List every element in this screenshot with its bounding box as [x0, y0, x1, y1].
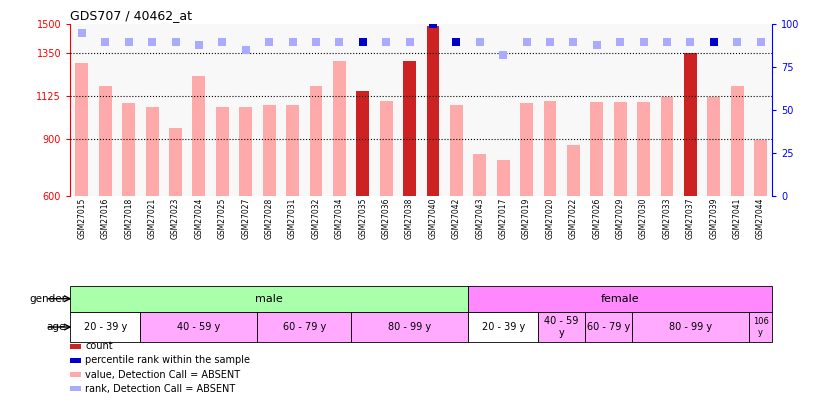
Point	[473, 38, 487, 45]
Bar	[684, 53, 697, 196]
Bar	[70, 372, 81, 377]
Bar	[240, 107, 252, 196]
Point	[684, 38, 697, 45]
Bar	[99, 86, 112, 196]
Point	[426, 21, 439, 28]
Bar	[468, 312, 539, 342]
Bar	[70, 344, 81, 349]
Point	[286, 38, 299, 45]
Text: rank, Detection Call = ABSENT: rank, Detection Call = ABSENT	[85, 384, 235, 394]
Bar	[192, 76, 206, 196]
Point	[122, 38, 135, 45]
Bar	[145, 107, 159, 196]
Point	[333, 38, 346, 45]
Point	[99, 38, 112, 45]
Point	[310, 38, 323, 45]
Bar	[567, 145, 580, 196]
Point	[496, 52, 510, 59]
Bar	[140, 312, 258, 342]
Bar	[468, 286, 772, 312]
Bar	[216, 107, 229, 196]
Bar	[258, 312, 351, 342]
Bar	[520, 103, 533, 196]
Bar	[754, 140, 767, 196]
Bar	[70, 386, 81, 391]
Bar	[450, 104, 463, 196]
Text: 80 - 99 y: 80 - 99 y	[669, 322, 712, 332]
Text: 80 - 99 y: 80 - 99 y	[388, 322, 431, 332]
Text: 60 - 79 y: 60 - 79 y	[282, 322, 326, 332]
Point	[192, 42, 206, 48]
Point	[754, 38, 767, 45]
Point	[75, 30, 88, 36]
Point	[145, 38, 159, 45]
Text: male: male	[255, 294, 283, 304]
Text: 106
y: 106 y	[752, 318, 768, 337]
Bar	[169, 128, 182, 196]
Text: percentile rank within the sample: percentile rank within the sample	[85, 356, 250, 365]
Bar	[614, 102, 627, 196]
Bar	[496, 160, 510, 196]
Bar	[749, 312, 772, 342]
Bar	[731, 86, 743, 196]
Point	[240, 47, 253, 53]
Bar	[70, 358, 81, 363]
Point	[169, 38, 183, 45]
Point	[731, 38, 744, 45]
Point	[263, 38, 276, 45]
Bar	[356, 91, 369, 196]
Bar	[70, 312, 140, 342]
Text: female: female	[601, 294, 639, 304]
Point	[614, 38, 627, 45]
Bar	[473, 154, 487, 196]
Bar	[591, 102, 603, 196]
Point	[637, 38, 650, 45]
Text: GDS707 / 40462_at: GDS707 / 40462_at	[70, 9, 192, 22]
Text: 40 - 59
y: 40 - 59 y	[544, 316, 579, 338]
Point	[450, 38, 463, 45]
Bar	[286, 104, 299, 196]
Text: 40 - 59 y: 40 - 59 y	[178, 322, 221, 332]
Bar	[75, 62, 88, 196]
Bar	[351, 312, 468, 342]
Text: count: count	[85, 341, 112, 351]
Bar	[403, 61, 416, 196]
Point	[707, 38, 720, 45]
Text: 20 - 39 y: 20 - 39 y	[482, 322, 525, 332]
Point	[356, 38, 369, 45]
Bar	[426, 26, 439, 196]
Point	[216, 38, 229, 45]
Bar	[637, 102, 650, 196]
Bar	[122, 103, 135, 196]
Bar	[661, 97, 673, 196]
Bar	[539, 312, 585, 342]
Bar	[310, 86, 322, 196]
Text: 60 - 79 y: 60 - 79 y	[586, 322, 630, 332]
Text: value, Detection Call = ABSENT: value, Detection Call = ABSENT	[85, 370, 240, 379]
Text: gender: gender	[29, 294, 66, 304]
Bar	[380, 101, 392, 196]
Point	[661, 38, 674, 45]
Bar	[263, 104, 276, 196]
Point	[567, 38, 580, 45]
Bar	[707, 97, 720, 196]
Point	[591, 42, 604, 48]
Bar	[333, 61, 346, 196]
Point	[403, 38, 416, 45]
Bar	[632, 312, 749, 342]
Bar	[585, 312, 632, 342]
Point	[544, 38, 557, 45]
Point	[380, 38, 393, 45]
Bar	[70, 286, 468, 312]
Text: 20 - 39 y: 20 - 39 y	[83, 322, 127, 332]
Text: age: age	[47, 322, 66, 332]
Point	[520, 38, 534, 45]
Bar	[544, 101, 557, 196]
